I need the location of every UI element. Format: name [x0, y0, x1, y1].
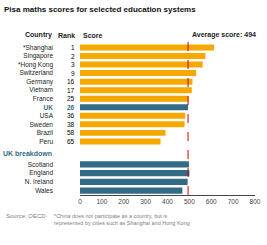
svg-text:*China does not participate as: *China does not participate as a country…: [54, 213, 190, 226]
svg-text:700: 700: [228, 198, 239, 205]
svg-text:*Shanghai: *Shanghai: [23, 44, 53, 52]
svg-text:300: 300: [140, 198, 151, 205]
svg-text:Sweden: Sweden: [30, 121, 54, 128]
svg-text:USA: USA: [40, 112, 54, 119]
svg-text:200: 200: [118, 198, 129, 205]
svg-text:2: 2: [71, 53, 75, 60]
svg-text:N. Ireland: N. Ireland: [25, 178, 54, 185]
svg-text:36: 36: [67, 112, 75, 119]
svg-text:38: 38: [67, 121, 75, 128]
svg-text:Source: OECD: Source: OECD: [6, 213, 46, 219]
svg-text:Rank: Rank: [58, 32, 75, 39]
svg-text:9: 9: [71, 70, 75, 77]
svg-text:Average score: 494: Average score: 494: [192, 31, 256, 39]
svg-text:400: 400: [162, 198, 173, 205]
svg-text:600: 600: [206, 198, 217, 205]
svg-text:Wales: Wales: [35, 187, 54, 194]
svg-text:58: 58: [67, 129, 75, 136]
svg-text:Brazil: Brazil: [37, 129, 54, 136]
svg-text:26: 26: [67, 104, 75, 111]
svg-text:1: 1: [71, 44, 75, 51]
svg-text:England: England: [29, 169, 53, 177]
svg-text:500: 500: [184, 198, 195, 205]
svg-text:Vietnam: Vietnam: [29, 86, 53, 93]
svg-text:UK breakdown: UK breakdown: [3, 150, 52, 157]
svg-text:Switzerland: Switzerland: [19, 69, 53, 76]
svg-text:100: 100: [96, 198, 107, 205]
svg-text:16: 16: [67, 78, 75, 85]
svg-text:Country: Country: [25, 31, 52, 39]
svg-text:800: 800: [250, 198, 261, 205]
svg-text:Pisa maths scores for selected: Pisa maths scores for selected education…: [4, 5, 196, 14]
svg-text:17: 17: [67, 87, 75, 94]
svg-text:25: 25: [67, 95, 75, 102]
svg-text:65: 65: [67, 138, 75, 145]
svg-text:3: 3: [71, 61, 75, 68]
svg-text:Germany: Germany: [26, 78, 53, 86]
svg-text:Peru: Peru: [39, 138, 53, 145]
svg-text:0: 0: [78, 198, 82, 205]
svg-text:UK: UK: [44, 104, 54, 111]
svg-text:France: France: [33, 95, 54, 102]
svg-text:Scotland: Scotland: [28, 161, 54, 168]
svg-text:Singapore: Singapore: [23, 52, 53, 60]
svg-text:Score: Score: [83, 32, 103, 39]
svg-text:*Hong Kong: *Hong Kong: [18, 61, 53, 69]
